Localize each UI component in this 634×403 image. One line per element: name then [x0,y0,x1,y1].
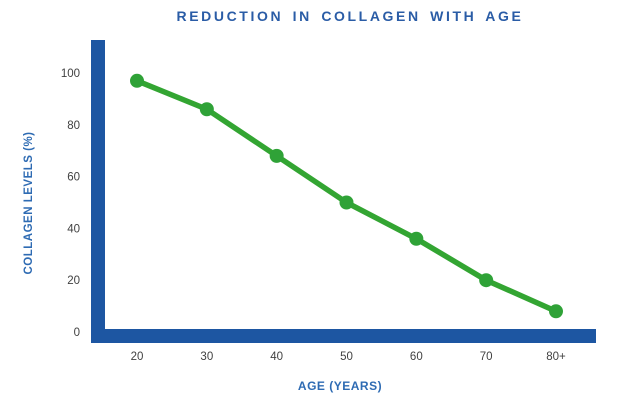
y-tick-label: 100 [61,68,80,80]
y-tick-label: 20 [67,275,80,287]
data-point-marker [199,102,214,117]
y-axis-label: COLLAGEN LEVELS (%) [23,131,35,274]
x-tick-label: 50 [340,351,353,363]
y-tick-label: 60 [67,172,80,184]
data-point-marker [339,195,354,210]
x-tick-label: 80+ [546,351,566,363]
collagen-series [130,73,563,319]
y-tick-label: 40 [67,223,80,235]
x-tick-label: 60 [410,351,423,363]
data-point-marker [269,148,284,163]
data-point-marker [479,273,494,288]
x-axis-tick-labels: 20 30 40 50 60 70 80+ [131,351,566,363]
x-axis-label: AGE (YEARS) [298,379,382,393]
x-tick-label: 70 [480,351,493,363]
chart-title: REDUCTION IN COLLAGEN WITH AGE [176,8,524,24]
x-tick-label: 20 [131,351,144,363]
y-tick-label: 0 [74,327,80,339]
data-point-marker [409,231,424,246]
x-axis-bar [91,329,596,343]
y-axis-bar [91,40,105,343]
data-point-marker [130,73,144,88]
x-tick-label: 30 [200,351,213,363]
x-tick-label: 40 [270,351,283,363]
y-tick-label: 80 [67,120,80,132]
data-point-marker [549,304,563,319]
y-axis-tick-labels: 0 20 40 60 80 100 [61,68,80,339]
